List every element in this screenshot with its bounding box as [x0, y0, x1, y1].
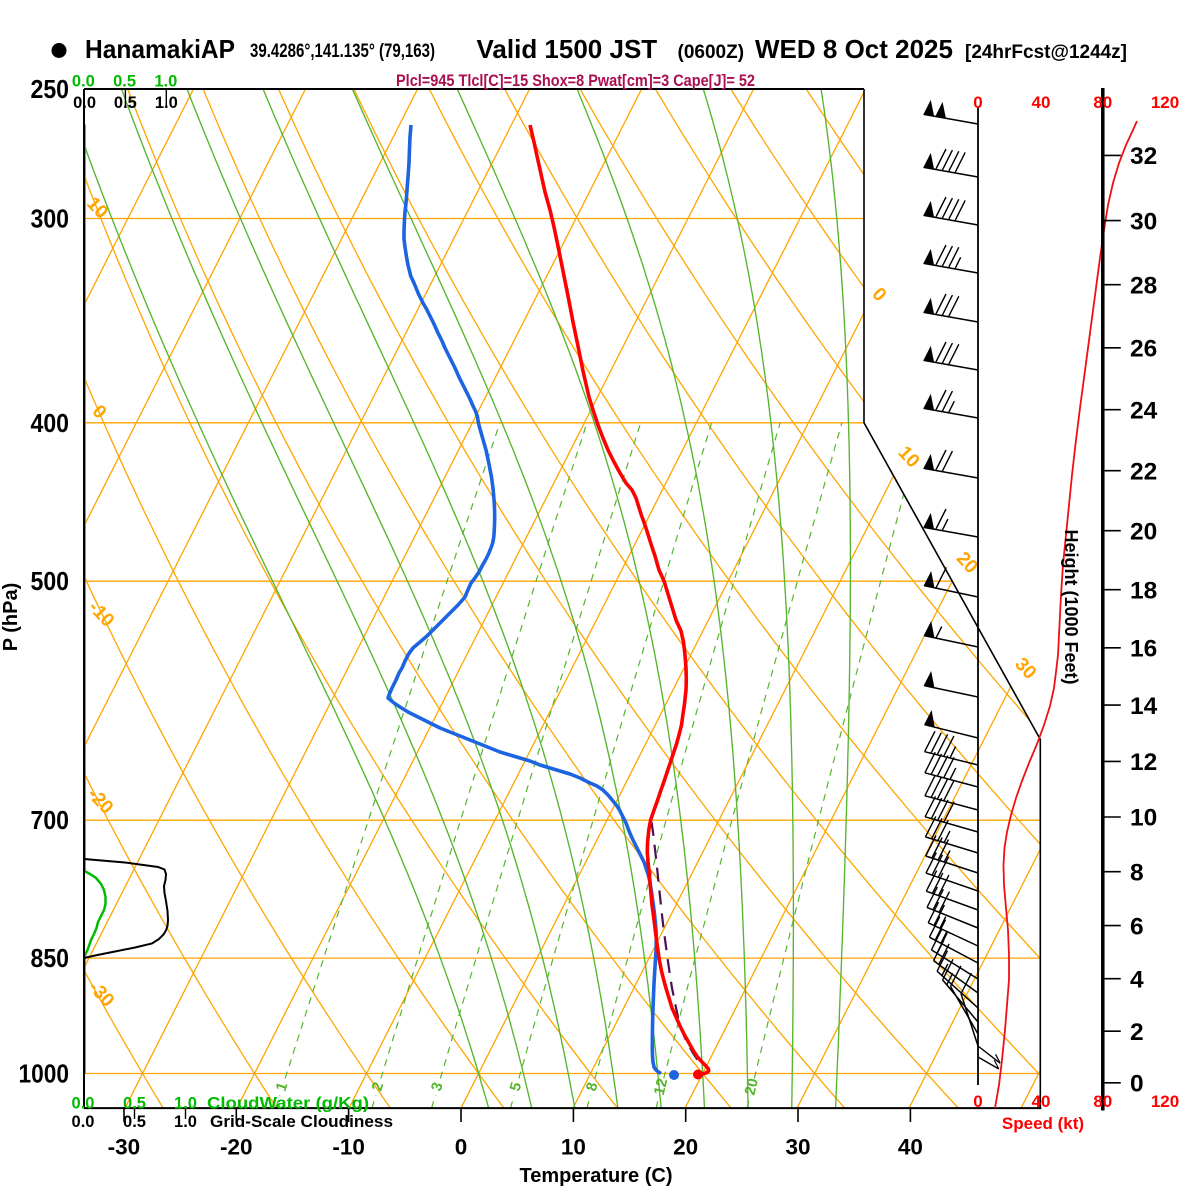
- svg-text:0.0: 0.0: [72, 1095, 95, 1113]
- svg-text:30: 30: [786, 1135, 811, 1160]
- svg-text:Temperature (C): Temperature (C): [520, 1165, 673, 1187]
- svg-text:20: 20: [1130, 518, 1157, 545]
- svg-text:20: 20: [673, 1135, 698, 1160]
- svg-text:24: 24: [1130, 397, 1158, 424]
- svg-text:400: 400: [31, 408, 70, 438]
- svg-text:300: 300: [31, 203, 70, 233]
- svg-text:CloudWater (g/Kg): CloudWater (g/Kg): [207, 1094, 369, 1113]
- svg-text:0.0: 0.0: [72, 1113, 95, 1131]
- svg-text:12: 12: [1130, 749, 1157, 776]
- svg-text:250: 250: [31, 74, 70, 104]
- svg-text:0: 0: [1130, 1071, 1144, 1098]
- svg-text:1000: 1000: [19, 1058, 70, 1088]
- svg-text:0.5: 0.5: [123, 1113, 146, 1131]
- svg-text:16: 16: [1130, 636, 1157, 663]
- svg-text:0.0: 0.0: [73, 94, 96, 112]
- svg-text:0: 0: [973, 1092, 982, 1111]
- svg-text:80: 80: [1093, 1092, 1112, 1111]
- svg-text:-20: -20: [220, 1135, 253, 1160]
- svg-text:10: 10: [1130, 805, 1157, 832]
- svg-text:40: 40: [1032, 1092, 1051, 1111]
- svg-text:0: 0: [455, 1135, 468, 1160]
- svg-text:40: 40: [1032, 93, 1051, 112]
- svg-text:39.4286°,141.135° (79,163): 39.4286°,141.135° (79,163): [250, 41, 435, 62]
- svg-text:-10: -10: [332, 1135, 365, 1160]
- svg-text:30: 30: [1130, 208, 1157, 235]
- svg-text:22: 22: [1130, 458, 1157, 485]
- svg-text:1.0: 1.0: [154, 73, 177, 91]
- svg-text:10: 10: [561, 1135, 586, 1160]
- svg-text:18: 18: [1130, 577, 1157, 604]
- svg-text:Grid-Scale Cloudiness: Grid-Scale Cloudiness: [210, 1112, 393, 1131]
- svg-text:26: 26: [1130, 336, 1157, 363]
- svg-text:0.5: 0.5: [114, 94, 137, 112]
- svg-text:2: 2: [1130, 1019, 1144, 1046]
- svg-text:[24hrFcst@1244z]: [24hrFcst@1244z]: [965, 42, 1127, 63]
- svg-text:32: 32: [1130, 143, 1157, 170]
- svg-text:0.5: 0.5: [123, 1095, 146, 1113]
- svg-text:4: 4: [1130, 966, 1144, 993]
- svg-text:Plcl=945 Tlcl[C]=15 Shox=8 Pwa: Plcl=945 Tlcl[C]=15 Shox=8 Pwat[cm]=3 Ca…: [396, 71, 755, 90]
- svg-text:1.0: 1.0: [174, 1095, 197, 1113]
- svg-text:80: 80: [1093, 93, 1112, 112]
- svg-text:(0600Z): (0600Z): [678, 42, 745, 63]
- svg-text:40: 40: [898, 1135, 923, 1160]
- svg-text:Height (1000 Feet): Height (1000 Feet): [1061, 529, 1081, 684]
- svg-text:12: 12: [651, 1077, 672, 1097]
- svg-text:1.0: 1.0: [174, 1113, 197, 1131]
- svg-text:WED 8 Oct 2025: WED 8 Oct 2025: [755, 34, 953, 64]
- svg-text:Speed (kt): Speed (kt): [1002, 1114, 1084, 1133]
- svg-text:P (hPa): P (hPa): [0, 583, 22, 652]
- svg-text:6: 6: [1130, 913, 1144, 940]
- svg-text:0.5: 0.5: [113, 73, 136, 91]
- svg-text:0: 0: [973, 93, 982, 112]
- svg-text:120: 120: [1151, 1092, 1179, 1111]
- svg-text:850: 850: [31, 943, 70, 973]
- svg-text:8: 8: [1130, 859, 1144, 886]
- svg-text:28: 28: [1130, 272, 1157, 299]
- svg-text:1.0: 1.0: [155, 94, 178, 112]
- svg-text:-30: -30: [108, 1135, 141, 1160]
- svg-text:Valid 1500 JST: Valid 1500 JST: [477, 34, 658, 64]
- svg-text:HanamakiAP: HanamakiAP: [85, 34, 235, 64]
- svg-text:120: 120: [1151, 93, 1179, 112]
- svg-text:700: 700: [31, 805, 70, 835]
- svg-text:14: 14: [1130, 693, 1158, 720]
- svg-text:500: 500: [31, 566, 70, 596]
- svg-text:20: 20: [742, 1077, 763, 1097]
- svg-text:0.0: 0.0: [72, 73, 95, 91]
